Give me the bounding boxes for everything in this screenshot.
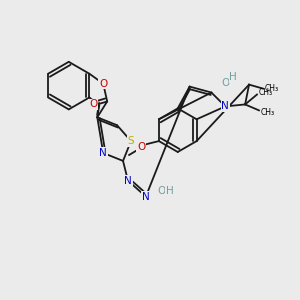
Text: N: N bbox=[221, 101, 229, 111]
Text: N: N bbox=[142, 192, 150, 202]
Text: O: O bbox=[221, 78, 230, 88]
Text: N: N bbox=[124, 176, 132, 186]
Text: H: H bbox=[166, 186, 173, 196]
Text: S: S bbox=[128, 136, 134, 146]
Text: O: O bbox=[158, 186, 166, 196]
Text: O: O bbox=[99, 79, 107, 88]
Text: O: O bbox=[89, 99, 98, 110]
Text: CH₃: CH₃ bbox=[265, 84, 279, 93]
Text: CH₃: CH₃ bbox=[261, 108, 275, 117]
Text: CH₃: CH₃ bbox=[259, 88, 273, 97]
Text: O: O bbox=[137, 142, 145, 152]
Text: N: N bbox=[99, 148, 107, 158]
Text: H: H bbox=[229, 72, 237, 82]
